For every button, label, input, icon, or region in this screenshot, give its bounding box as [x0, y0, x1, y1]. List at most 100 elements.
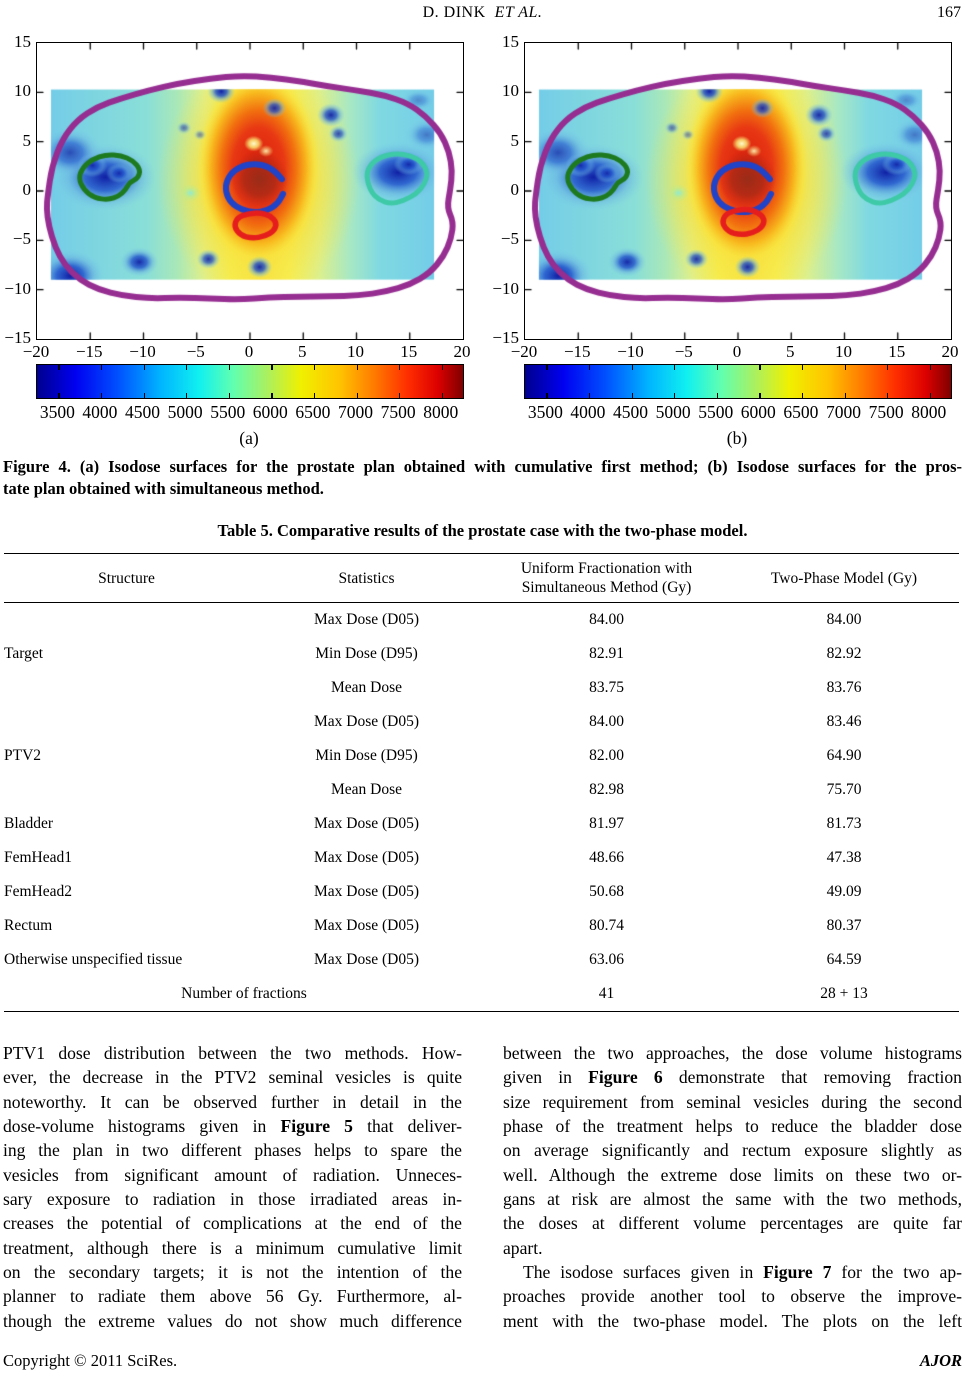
- cell-uniform: 80.74: [589, 917, 624, 934]
- authors-name: D. DINK: [422, 4, 486, 21]
- x-tick-label: 15: [400, 342, 418, 361]
- colorbar-tick: [716, 365, 719, 370]
- y-tick-label: −5: [12, 229, 31, 249]
- colorbar-tick-label: 5000: [167, 402, 203, 422]
- cell-two-phase: 82.92: [826, 645, 862, 662]
- colorbar-tick-label: 6000: [740, 402, 776, 422]
- colorbar-tick: [271, 365, 273, 370]
- colorbar-tick: [801, 393, 804, 398]
- text-line: ment with the two-phase model. The plots…: [503, 1310, 962, 1331]
- colorbar-tick: [546, 393, 548, 398]
- text-line: noteworthy. It can be observed further i…: [3, 1091, 462, 1112]
- isodose-heatmap: [525, 43, 951, 339]
- colorbar-tick-label: 8000: [911, 402, 947, 422]
- colorbar-tick-label: 5500: [698, 402, 734, 422]
- y-tick-label: 5: [22, 130, 32, 150]
- cell-statistics: Max Dose (D05): [313, 917, 420, 934]
- colorbar-tick: [356, 393, 358, 398]
- x-tick-label: −10: [129, 342, 156, 361]
- x-tick-label: −5: [674, 342, 693, 361]
- x-tick-label: −10: [617, 342, 644, 361]
- cell-statistics: Min Dose (D95): [315, 747, 418, 764]
- authors-etal: ET AL.: [494, 4, 543, 21]
- colorbar-tick: [674, 393, 676, 398]
- colorbar-labels: 3500 4000 4500 5000 5500 6000 6500 7000 7500 8000: [36, 402, 462, 424]
- cell-two-phase: 28 + 13: [820, 985, 868, 1002]
- table-row: Otherwise unspecified tissue Max Dose (D0…: [4, 943, 959, 977]
- text-line: phase of the treatment helps to reduce t…: [503, 1116, 962, 1137]
- cell-structure: FemHead2: [4, 883, 73, 900]
- colorbar-tick: [100, 393, 103, 398]
- colorbar-tick: [759, 393, 761, 398]
- table-row: PTV2 Min Dose (D95) 82.00 64.90: [4, 739, 959, 773]
- colorbar-tick: [441, 393, 444, 398]
- plot-axes: [524, 42, 952, 340]
- cell-uniform: 48.66: [589, 849, 624, 866]
- colorbar-tick: [674, 365, 676, 370]
- text-line: the doses at different volume percentage…: [503, 1213, 962, 1234]
- colorbar-tick: [313, 393, 316, 398]
- col-header-structure: Structure: [98, 569, 155, 587]
- table-row: Max Dose (D05) 84.00 84.00: [4, 603, 959, 637]
- cell-structure: PTV2: [4, 747, 42, 764]
- colorbar-tick: [58, 365, 60, 370]
- cell-uniform: 50.68: [589, 883, 624, 900]
- x-axis-ticks: −20 −15 −10 −5 0 5 10 15 20: [23, 342, 471, 364]
- cell-two-phase: 64.59: [826, 951, 862, 968]
- x-tick-label: −20: [510, 342, 538, 361]
- y-tick-label: −10: [4, 278, 31, 298]
- colorbar-tick: [716, 393, 719, 398]
- cell-two-phase: 47.38: [826, 849, 862, 866]
- comparative-results-table: Structure Statistics Uniform Fractionati…: [4, 553, 959, 1012]
- text-line: dose-volume histograms given in Figure 5…: [3, 1116, 462, 1137]
- x-tick-label: 0: [732, 342, 742, 361]
- y-tick-label: 10: [502, 81, 519, 101]
- colorbar-tick-label: 5500: [210, 402, 246, 422]
- y-tick-label: −15: [492, 328, 519, 347]
- cell-statistics: Mean Dose: [330, 781, 403, 798]
- table-row: Mean Dose 82.98 75.70: [4, 773, 959, 807]
- x-tick-label: 5: [298, 342, 307, 361]
- colorbar-tick: [356, 365, 358, 370]
- colorbar-tick: [399, 393, 401, 398]
- colorbar-tick-label: 3500: [527, 402, 563, 422]
- colorbar-tick: [844, 393, 846, 398]
- colorbar-tick: [631, 365, 633, 370]
- cell-statistics: Max Dose (D05): [313, 849, 420, 866]
- cell-two-phase: 84.00: [826, 611, 862, 628]
- text-line: treatment, although there is a minimum c…: [3, 1237, 462, 1258]
- copyright-text: Copyright © 2011 SciRes.: [3, 1351, 178, 1370]
- cell-uniform: 63.06: [589, 951, 624, 968]
- y-tick-label: 15: [502, 32, 519, 51]
- cell-statistics: Mean Dose: [330, 679, 403, 696]
- table-row: Bladder Max Dose (D05) 81.97 81.73: [4, 807, 959, 841]
- colorbar-tick: [228, 365, 231, 370]
- table-title: Table 5. Comparative results of the pros…: [217, 521, 748, 540]
- table-row: FemHead2 Max Dose (D05) 50.68 49.09: [4, 875, 959, 909]
- cell-uniform: 82.91: [589, 645, 624, 662]
- y-axis-ticks: 15 10 5 0 −5 −10 −15: [0, 33, 33, 347]
- y-tick-label: 5: [510, 130, 520, 150]
- x-tick-label: 10: [835, 342, 852, 361]
- cell-uniform: 81.97: [589, 815, 624, 832]
- cell-statistics: Max Dose (D05): [313, 611, 420, 628]
- colorbar-tick-label: 4000: [570, 402, 606, 422]
- figure-panel-a: 15 10 5 0 −5 −10 −15 −20 −15 −10 −5 0 5 10 15 20 3500 4…: [0, 30, 480, 455]
- colorbar-tick: [759, 365, 761, 370]
- table-row: Number of fractions 41 28 + 13: [4, 977, 959, 1011]
- figure-caption: Figure 4. (a) Isodose surfaces for the p…: [3, 456, 962, 500]
- text-line: sary exposure to radiation in those irra…: [3, 1189, 462, 1210]
- panel-label: (b): [726, 428, 748, 448]
- text-line: on average significantly and rectum expo…: [503, 1140, 962, 1161]
- panel-label: (a): [239, 428, 259, 448]
- cell-uniform: 82.98: [589, 781, 624, 798]
- text-line: well. Although the extreme dose limits o…: [503, 1164, 962, 1185]
- colorbar-tick-label: 5000: [655, 402, 691, 422]
- x-tick-label: 10: [347, 342, 364, 361]
- cell-uniform: 82.00: [589, 747, 624, 764]
- colorbar-tick: [844, 365, 846, 370]
- table-bottom-rule: [4, 1011, 959, 1012]
- cell-statistics: Min Dose (D95): [315, 645, 418, 662]
- colorbar-tick: [588, 393, 591, 398]
- cell-statistics: Max Dose (D05): [313, 951, 420, 968]
